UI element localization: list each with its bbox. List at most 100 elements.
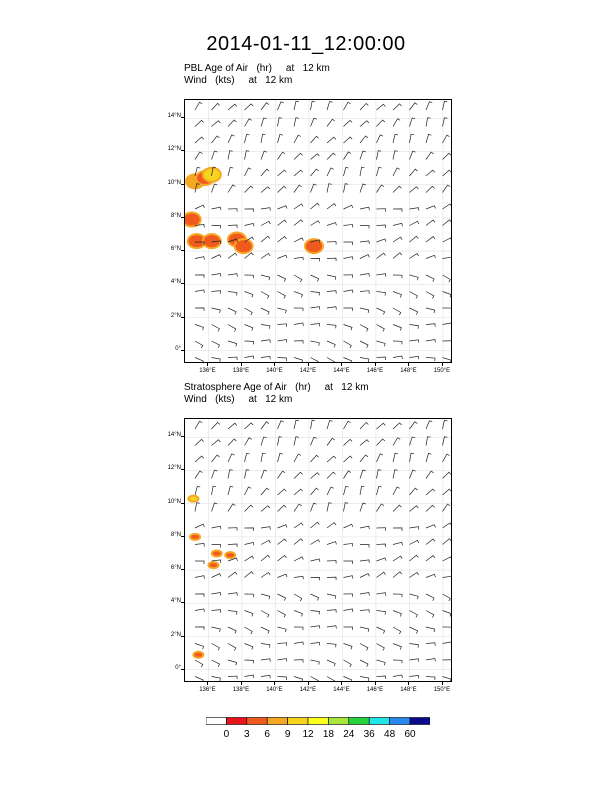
age-feature: [207, 561, 220, 570]
wind-barb: [211, 525, 222, 530]
x-tick-label: 148°E: [400, 368, 417, 374]
wind-barb: [310, 183, 317, 193]
colorbar-swatch: [389, 717, 411, 725]
wind-barb: [359, 525, 370, 530]
wind-barb: [244, 659, 254, 664]
wind-barb: [376, 307, 386, 315]
wind-barb: [326, 222, 337, 226]
wind-barb: [376, 557, 387, 562]
wind-barb: [343, 307, 353, 311]
wind-barb: [244, 324, 254, 331]
wind-barb: [343, 626, 353, 630]
wind-barb: [227, 557, 238, 562]
wind-barb: [343, 357, 353, 362]
wind-barb: [227, 626, 237, 634]
y-tick: [181, 469, 184, 471]
wind-barb: [293, 274, 303, 283]
wind-barb: [343, 608, 354, 612]
wind-barb: [376, 543, 386, 548]
wind-barb: [277, 219, 287, 226]
wind-barb: [343, 101, 351, 111]
wind-barb: [376, 485, 382, 496]
wind-barb: [310, 487, 319, 496]
wind-barb: [442, 676, 451, 681]
wind-barb: [359, 102, 369, 111]
wind-barb: [227, 438, 237, 446]
wind-barb: [293, 503, 302, 512]
panel1-subtitle: Wind (kts) at 12 km: [184, 75, 293, 86]
wind-barb: [392, 610, 402, 617]
wind-barb: [326, 324, 337, 329]
wind-barb: [227, 485, 234, 496]
wind-barb: [376, 184, 385, 193]
wind-barb: [260, 643, 271, 648]
wind-barb: [376, 150, 382, 160]
wind-barb: [211, 592, 222, 596]
wind-barb: [194, 119, 204, 127]
wind-barb: [194, 256, 205, 260]
wind-barb: [244, 133, 250, 144]
wind-barb: [310, 558, 321, 562]
wind-barb: [376, 592, 387, 596]
wind-barb: [359, 643, 369, 651]
panel2-subtitle: Wind (kts) at 12 km: [184, 394, 293, 405]
y-tick: [181, 117, 184, 119]
wind-barb: [425, 573, 436, 578]
wind-barb: [244, 571, 254, 578]
wind-barb: [293, 219, 304, 226]
wind-barb: [359, 120, 370, 127]
colorbar-swatch: [328, 717, 350, 725]
y-tick-label: 10°N: [167, 179, 181, 186]
wind-barb: [211, 150, 218, 160]
wind-barb: [194, 470, 203, 479]
wind-barb: [310, 642, 321, 646]
x-tick-label: 138°E: [232, 687, 250, 693]
x-tick-label: 140°E: [266, 368, 283, 374]
wind-barb: [293, 538, 304, 545]
wind-barb: [211, 357, 221, 362]
wind-barb: [211, 183, 218, 193]
wind-barb: [277, 205, 288, 210]
wind-barb: [244, 274, 254, 279]
wind-barb: [343, 256, 354, 260]
wind-barb: [326, 609, 337, 613]
wind-barb: [392, 486, 400, 496]
wind-barb: [293, 556, 304, 562]
wind-barb: [326, 659, 336, 667]
wind-barb: [227, 503, 236, 512]
wind-barb: [194, 307, 205, 311]
wind-barb: [376, 503, 385, 512]
wind-barb: [260, 526, 271, 530]
colorbar-swatch: [409, 717, 430, 725]
wind-barb: [409, 307, 419, 315]
wind-barb: [310, 323, 321, 327]
wind-barb: [425, 101, 433, 111]
wind-barb: [376, 469, 382, 479]
wind-barb: [409, 658, 420, 662]
wind-barb: [409, 452, 415, 463]
wind-barb: [227, 184, 236, 193]
wind-barb: [359, 439, 370, 446]
y-tick-label: 12°N: [167, 146, 181, 153]
wind-barb: [244, 452, 250, 463]
wind-barb: [310, 502, 317, 512]
wind-barb: [442, 307, 451, 309]
wind-barb: [376, 438, 386, 446]
wind-barb: [227, 592, 238, 596]
wind-barb: [359, 290, 370, 294]
wind-barb: [359, 150, 366, 160]
wind-barb: [392, 437, 401, 446]
x-tick: [274, 682, 276, 685]
wind-barb: [359, 559, 370, 563]
wind-barb: [293, 641, 304, 645]
wind-barb: [211, 254, 222, 259]
wind-barb: [277, 420, 284, 430]
wind-barb: [326, 625, 337, 629]
wind-barb: [425, 274, 435, 282]
wind-barb: [442, 522, 451, 529]
wind-barb: [343, 183, 349, 193]
wind-barb: [409, 150, 416, 160]
wind-barb: [211, 421, 221, 430]
wind-barb: [442, 134, 450, 144]
wind-barb: [211, 102, 221, 111]
